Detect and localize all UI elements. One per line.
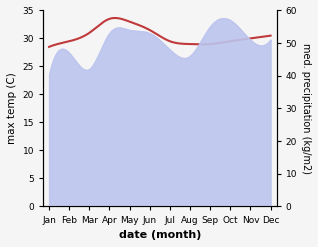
Y-axis label: max temp (C): max temp (C) [7, 73, 17, 144]
Y-axis label: med. precipitation (kg/m2): med. precipitation (kg/m2) [301, 43, 311, 174]
X-axis label: date (month): date (month) [119, 230, 201, 240]
